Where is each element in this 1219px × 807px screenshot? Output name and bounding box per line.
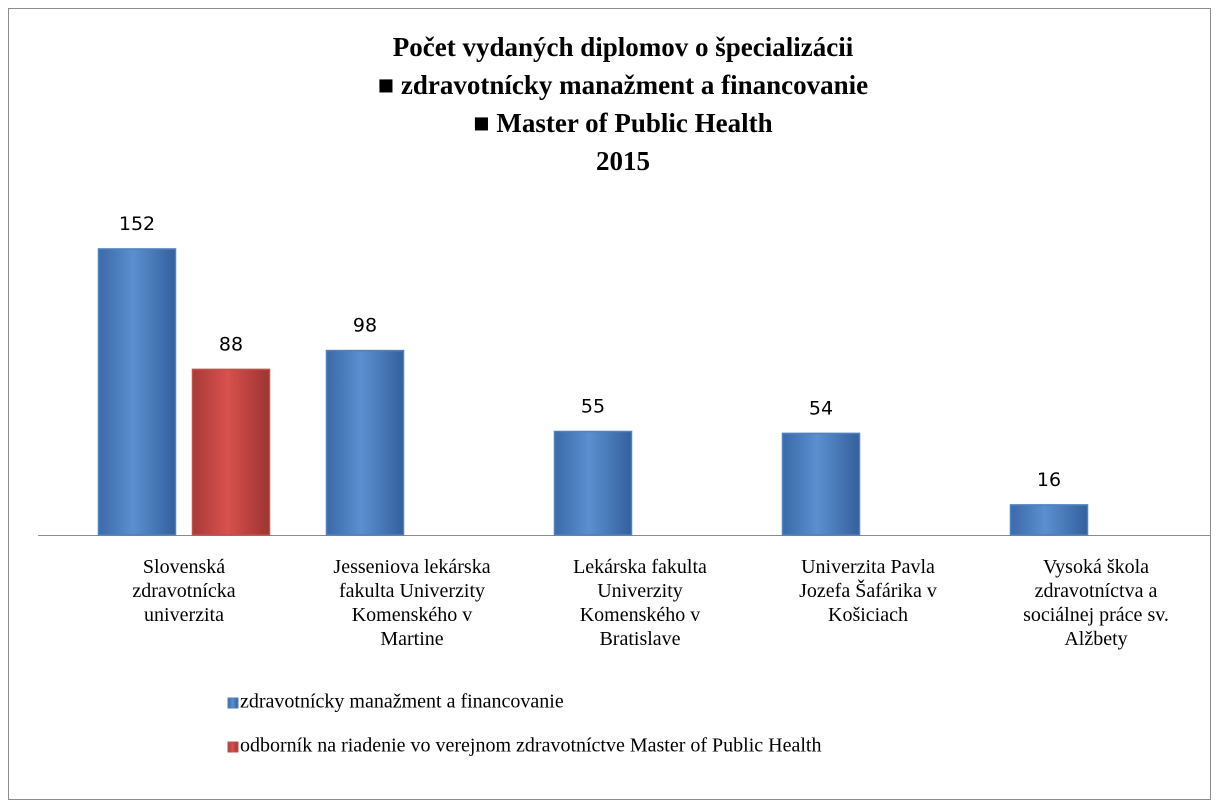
chart-title: 2015 [596,146,650,176]
data-label: 152 [119,213,155,235]
bar [781,432,861,536]
legend-label: zdravotnícky manažment a financovanie [240,691,564,713]
chart-title: ■ zdravotnícky manažment a financovanie [378,70,868,100]
data-label: 55 [581,395,605,417]
data-label: 54 [809,397,833,419]
bar [191,368,271,536]
x-tick-label: Vysoká škola zdravotníctva a sociálnej p… [1023,556,1169,650]
data-label: 88 [219,333,243,355]
bar [325,349,405,536]
bar [1009,504,1089,536]
chart-title: ■ Master of Public Health [473,108,772,138]
bar [97,248,177,536]
data-label: 98 [353,315,377,337]
x-tick-label: Jesseniova lekárska fakulta Univerzity K… [333,556,491,650]
chart-title: Počet vydaných diplomov o špecializácii [393,32,854,62]
legend-swatch [227,741,239,753]
chart-border [8,8,1211,800]
x-tick-label: Univerzita Pavla Jozefa Šafárika v Košic… [799,556,937,626]
bar [553,430,633,536]
legend-label: odborník na riadenie vo verejnom zdravot… [240,735,821,757]
data-label: 16 [1037,469,1061,491]
legend-swatch [227,697,239,709]
x-tick-label: Slovenská zdravotnícka univerzita [132,556,236,626]
x-tick-label: Lekárska fakulta Univerzity Komenského v… [573,556,707,650]
